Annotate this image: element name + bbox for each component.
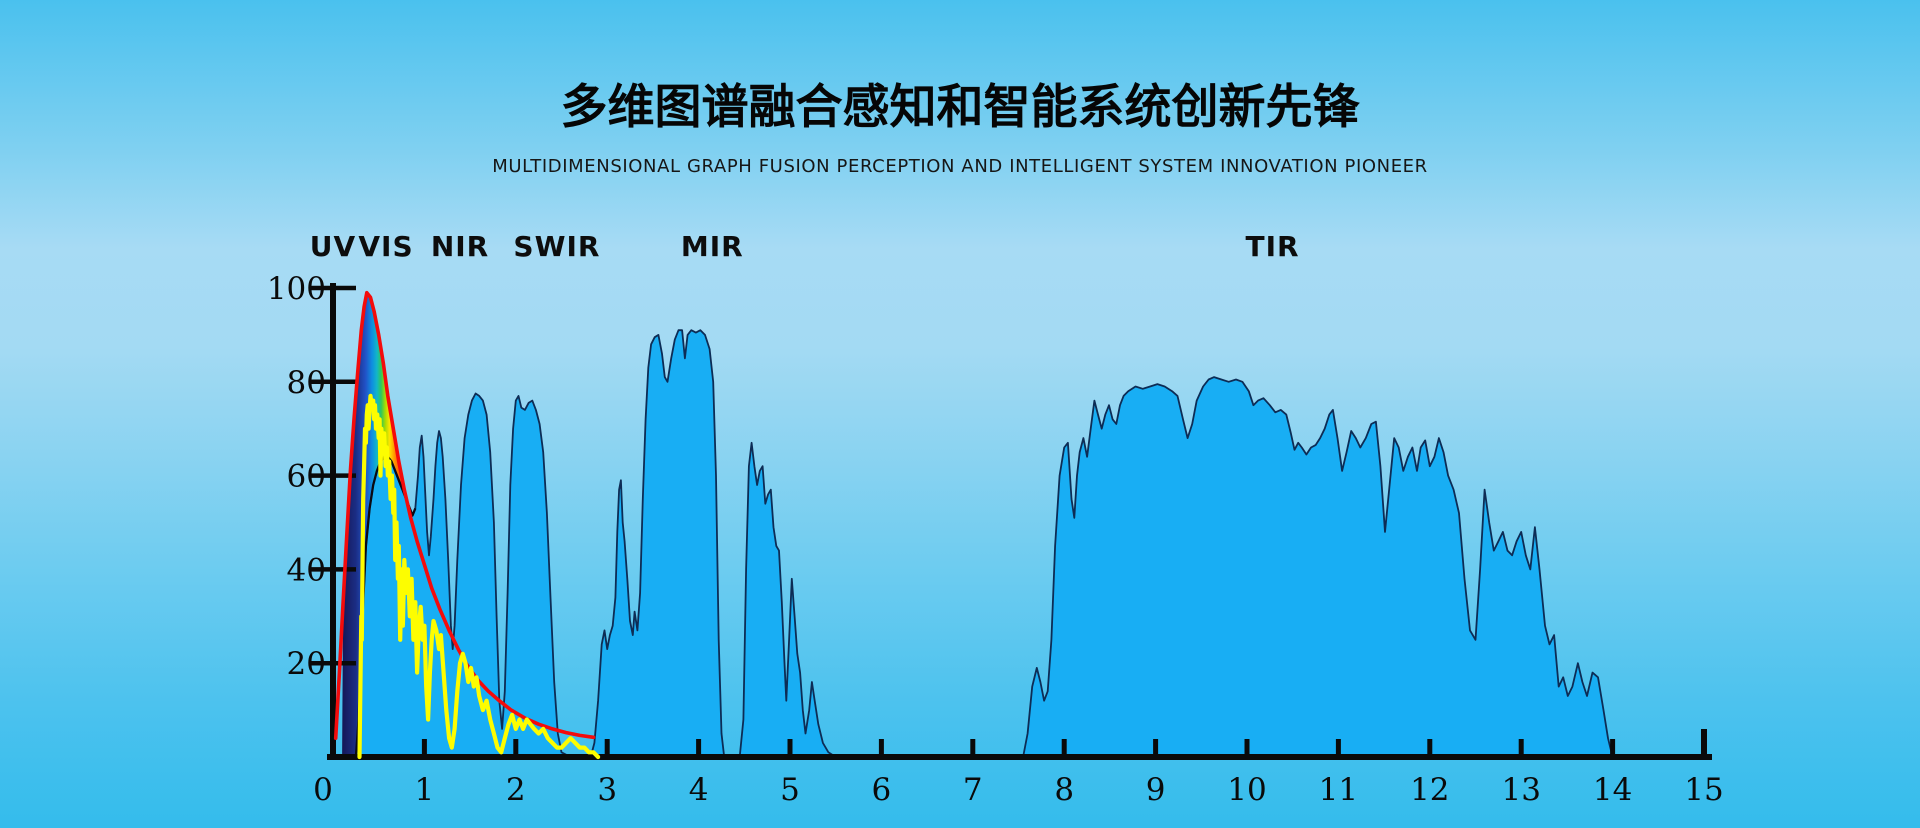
- band-label-uv: UV: [309, 230, 357, 263]
- visible-spectrum-fill: [342, 292, 407, 757]
- x-tick-label: 12: [1410, 772, 1449, 808]
- x-tick-label: 3: [597, 772, 617, 808]
- page-subtitle: MULTIDIMENSIONAL GRAPH FUSION PERCEPTION…: [492, 156, 1428, 177]
- y-tick-label: 20: [287, 646, 326, 682]
- band-label-mir: MIR: [680, 230, 744, 263]
- x-tick-label: 0: [313, 772, 333, 808]
- x-tick-label: 10: [1227, 772, 1266, 808]
- transmission-outline: [355, 329, 1704, 758]
- band-label-tir: TIR: [1245, 230, 1300, 263]
- band-label-nir: NIR: [430, 230, 490, 263]
- solar-spectrum-curve: [357, 393, 601, 760]
- page-title: 多维图谱融合感知和智能系统创新先锋: [560, 80, 1360, 135]
- y-tick-label: 100: [267, 271, 326, 307]
- y-tick-label: 60: [287, 459, 326, 495]
- y-tick-label: 40: [287, 552, 326, 588]
- band-label-swir: SWIR: [513, 230, 601, 263]
- x-tick-label: 13: [1501, 772, 1540, 808]
- x-tick-label: 15: [1684, 772, 1723, 808]
- transmission-area: [355, 330, 1704, 757]
- x-tick-label: 7: [963, 772, 983, 808]
- x-tick-label: 14: [1593, 772, 1632, 808]
- x-tick-label: 6: [872, 772, 892, 808]
- x-tick-label: 4: [689, 772, 709, 808]
- x-tick-label: 9: [1146, 772, 1166, 808]
- x-tick-label: 8: [1054, 772, 1074, 808]
- y-tick-label: 80: [287, 365, 326, 401]
- x-tick-label: 11: [1319, 772, 1358, 808]
- x-tick-label: 5: [780, 772, 800, 808]
- x-tick-label: 1: [415, 772, 435, 808]
- band-label-vis: VIS: [358, 230, 414, 263]
- x-tick-label: 2: [506, 772, 526, 808]
- blackbody-envelope-curve: [333, 290, 596, 740]
